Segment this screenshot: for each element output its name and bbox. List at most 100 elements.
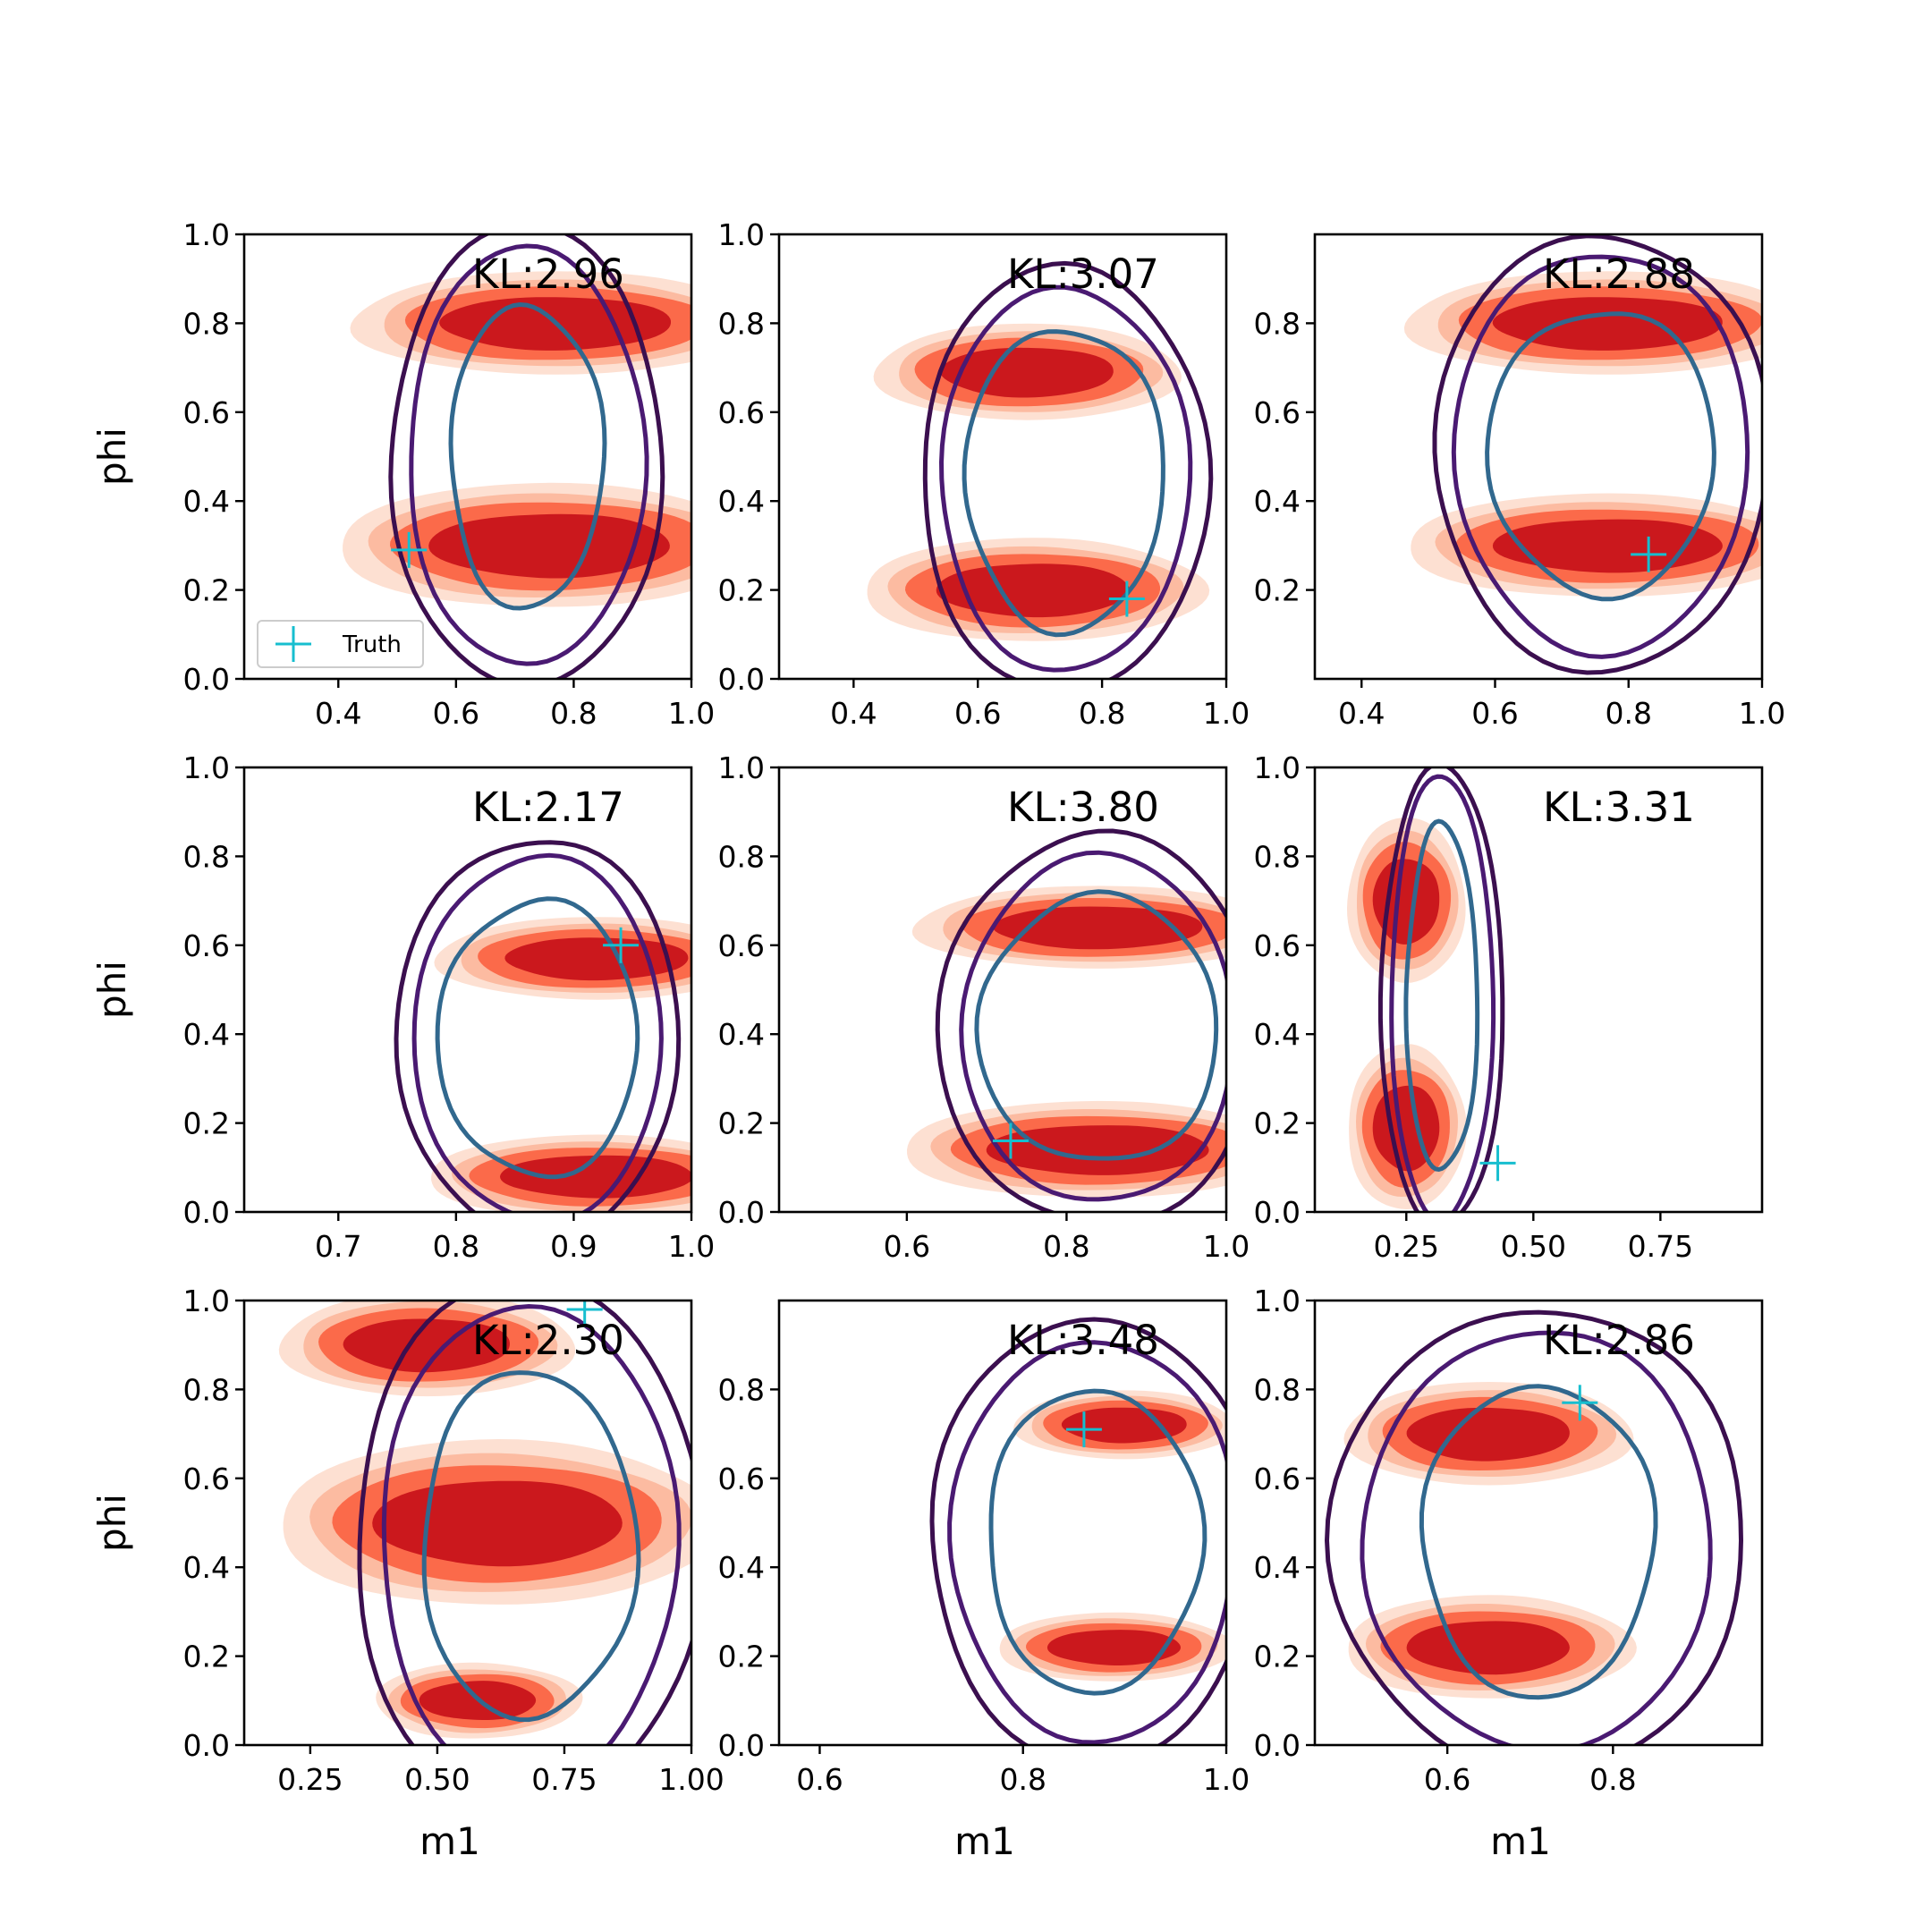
x-axis-label: m1: [954, 1819, 1015, 1863]
legend-label: Truth: [342, 631, 402, 658]
kl-label: KL:3.48: [1007, 1317, 1159, 1364]
x-tick-label: 0.6: [1424, 1762, 1470, 1797]
panel-8: 0.6 0.8 1.0 0.0 0.2 0.4 0.6 0.8 KL:3.48 m1: [718, 1299, 1250, 1863]
x-tick-label: 1.0: [668, 696, 715, 731]
contour-middle: [1360, 1330, 1713, 1745]
y-tick-label: 0.2: [718, 1106, 765, 1141]
y-tick-label: 0.6: [1254, 1462, 1301, 1496]
contour-outer: [1432, 234, 1762, 675]
axes-frame: [242, 1299, 693, 1747]
y-tick-label: 0.8: [183, 1372, 230, 1407]
y-tick-label: 0.2: [183, 573, 230, 608]
contour-middle: [947, 1340, 1226, 1745]
axes-frame: [242, 766, 693, 1214]
x-tick-label: 0.4: [315, 696, 361, 731]
panel-9: 0.6 0.8 0.0 0.2 0.4 0.6 0.8 1.0 KL:2.86 m1: [1254, 1284, 1764, 1863]
contour-middle: [381, 1303, 682, 1745]
y-tick-label: 0.0: [718, 662, 765, 697]
y-tick-label: 0.2: [718, 1640, 765, 1674]
y-tick-label: 0.6: [1254, 395, 1301, 430]
x-axis-label: m1: [1490, 1819, 1551, 1863]
y-tick-label: 0.6: [183, 395, 230, 430]
y-tick-label: 0.4: [718, 1550, 765, 1585]
x-tick-label: 0.6: [796, 1762, 843, 1797]
y-tick-label: 0.0: [183, 1195, 230, 1230]
axes-frame: [777, 1299, 1228, 1747]
contour-inner: [448, 301, 607, 611]
kl-label: KL:3.07: [1007, 250, 1159, 298]
x-tick-label: 0.50: [404, 1762, 470, 1797]
panel-1: 0.4 0.6 0.8 1.0 0.0 0.2 0.4 0.6 0.8 1.0 KL:2.96 phi…: [90, 217, 715, 731]
x-tick-label: 1.0: [1203, 696, 1250, 731]
x-tick-label: 0.75: [1628, 1229, 1693, 1264]
x-tick-label: 1.0: [1203, 1229, 1250, 1264]
panel-7: 0.25 0.50 0.75 1.00 0.0 0.2 0.4 0.6 0.8 1.0 KL:2.3…: [90, 1284, 724, 1863]
contour-inner: [1403, 818, 1480, 1173]
contour-outer: [929, 1317, 1226, 1745]
y-tick-label: 0.6: [183, 1462, 230, 1496]
y-tick-label: 1.0: [1254, 750, 1301, 785]
plot-area: [1347, 767, 1516, 1212]
y-tick-label: 0.0: [1254, 1728, 1301, 1763]
plot-area: [1403, 234, 1762, 675]
x-axis-label: m1: [419, 1819, 480, 1863]
contour-inner: [1419, 1384, 1658, 1700]
contour-outer: [357, 1301, 691, 1745]
contour-outer: [922, 260, 1214, 679]
y-tick-label: 0.8: [183, 306, 230, 341]
panel-6: 0.25 0.50 0.75 0.0 0.2 0.4 0.6 0.8 1.0 KL:3.31: [1254, 750, 1764, 1264]
contour-inner: [974, 889, 1219, 1161]
y-tick-label: 0.2: [1254, 1106, 1301, 1141]
plot-area: [867, 260, 1214, 679]
y-tick-label: 0.8: [1254, 306, 1301, 341]
y-tick-label: 1.0: [1254, 1284, 1301, 1318]
axes-frame: [1313, 1299, 1764, 1747]
y-tick-label: 0.4: [1254, 1550, 1301, 1585]
plot-area: [929, 1317, 1226, 1745]
density-band-2-level-4: [936, 564, 1131, 618]
density-band-2-level-4: [428, 513, 670, 579]
x-tick-label: 0.8: [1043, 1229, 1089, 1264]
y-axis-label: phi: [90, 1494, 134, 1552]
y-axis-label: phi: [90, 961, 134, 1019]
panel-4: 0.7 0.8 0.9 1.0 0.0 0.2 0.4 0.6 0.8 1.0 KL:2.17 phi: [90, 750, 715, 1264]
kl-label: KL:2.88: [1543, 250, 1695, 298]
x-tick-label: 0.6: [433, 696, 479, 731]
y-tick-label: 0.6: [1254, 928, 1301, 963]
x-tick-label: 1.00: [658, 1762, 724, 1797]
contour-middle: [411, 852, 664, 1212]
density-band-1-level-4: [1406, 1407, 1570, 1462]
plot-area: [343, 234, 691, 679]
contour-inner: [421, 1370, 641, 1723]
contour-outer: [388, 234, 665, 679]
x-tick-label: 0.50: [1501, 1229, 1566, 1264]
x-tick-label: 1.0: [668, 1229, 715, 1264]
x-tick-label: 0.8: [999, 1762, 1046, 1797]
truth-marker: [1479, 1145, 1516, 1182]
contour-inner: [962, 329, 1165, 638]
y-tick-label: 0.8: [718, 839, 765, 874]
truth-marker: [566, 1301, 603, 1327]
density-band-1-level-4: [993, 906, 1203, 950]
x-tick-label: 0.25: [1374, 1229, 1439, 1264]
y-tick-label: 0.0: [1254, 1195, 1301, 1230]
y-tick-label: 0.6: [718, 928, 765, 963]
x-tick-label: 0.25: [277, 1762, 343, 1797]
y-tick-label: 0.0: [718, 1728, 765, 1763]
y-tick-label: 0.4: [183, 1550, 230, 1585]
y-tick-label: 1.0: [718, 750, 765, 785]
y-tick-label: 0.2: [1254, 1640, 1301, 1674]
y-tick-label: 0.8: [183, 839, 230, 874]
axes-frame: [1313, 766, 1764, 1214]
contour-middle: [409, 243, 649, 666]
axes-frame: [777, 766, 1228, 1214]
kl-label: KL:2.30: [472, 1317, 624, 1364]
y-tick-label: 0.4: [718, 1017, 765, 1052]
x-tick-label: 0.8: [1079, 696, 1125, 731]
x-tick-label: 0.8: [433, 1229, 479, 1264]
contour-inner: [435, 896, 640, 1180]
y-tick-label: 0.8: [1254, 1372, 1301, 1407]
y-tick-label: 0.0: [183, 1728, 230, 1763]
y-tick-label: 1.0: [718, 217, 765, 252]
panel-5: 0.6 0.8 1.0 0.0 0.2 0.4 0.6 0.8 1.0 KL:3.80: [718, 750, 1250, 1264]
